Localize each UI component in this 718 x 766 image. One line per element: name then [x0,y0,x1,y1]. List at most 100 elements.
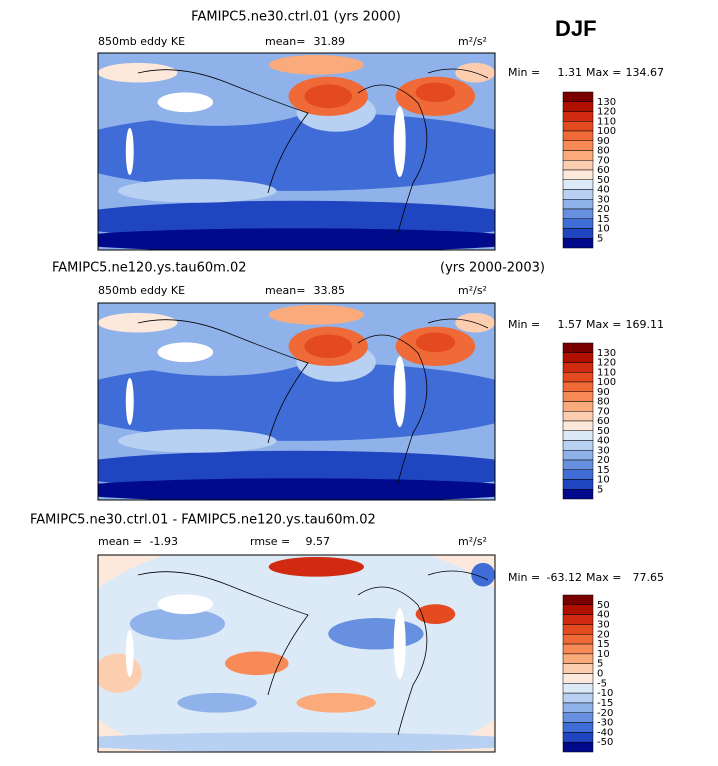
colorbar-label: 5 [597,484,603,495]
season-label: DJF [555,16,597,41]
colorbar-box [562,643,594,655]
map-region [177,692,257,713]
units: m²/s² [458,535,487,548]
masked-terrain [125,377,134,426]
colorbar-box [562,160,594,171]
colorbar-box [562,479,594,490]
coastline [137,570,489,736]
colorbar-label: -15 [597,698,613,709]
colorbar-label: -5 [597,678,607,689]
stat-value: -1.93 [150,535,178,548]
colorbar-box [562,381,594,392]
map-region [225,651,289,676]
masked-terrain [393,106,406,178]
map [97,302,496,501]
map-region [98,62,178,83]
colorbar-box [562,218,594,229]
colorbar-label: 30 [597,619,610,630]
colorbar-box [562,692,594,704]
colorbar-box [562,121,594,132]
colorbar-box [562,653,594,664]
colorbar-label: 20 [597,629,610,640]
map-region [471,562,495,587]
map-field [98,303,495,500]
map-region [268,304,364,325]
colorbar-label: 110 [597,116,616,127]
colorbar-label: 100 [597,377,616,388]
colorbar-label: 10 [597,475,610,486]
colorbar-label: 40 [597,610,610,621]
map-region [117,78,317,126]
units: m²/s² [458,35,487,48]
min-label: Min = [508,571,540,584]
panel-title: FAMIPC5.ne120.ys.tau60m.02 [52,261,247,276]
map-region [98,228,495,250]
colorbar-label: 90 [597,136,610,147]
colorbar-box [562,189,594,200]
colorbar-label: -40 [597,727,613,738]
colorbar-label: 5 [597,233,603,244]
coastline [137,68,489,234]
colorbar-box [562,459,594,470]
colorbar-box [562,614,594,625]
colorbar-label: 50 [597,600,610,611]
colorbar-box [562,372,594,383]
masked-terrain [393,608,406,680]
stat-value: 31.89 [314,35,346,48]
colorbar-box [562,130,594,141]
colorbar-box [562,352,594,363]
colorbar-box [562,440,594,451]
stat-value: 9.57 [306,535,331,548]
min-value: 1.57 [558,318,583,331]
map-region [98,653,142,693]
colorbar-label: -10 [597,688,613,699]
panel-title: FAMIPC5.ne30.ctrl.01 (yrs 2000) [191,10,401,25]
max-value: 134.67 [626,66,665,79]
colorbar-label: 60 [597,416,610,427]
units: m²/s² [458,284,487,297]
colorbar-box [562,604,594,615]
colorbar-box [562,732,594,743]
panel-title-right: (yrs 2000-2003) [440,261,545,276]
colorbar-label: 110 [597,367,616,378]
colorbar-label: 120 [597,358,616,369]
colorbar-box [562,450,594,461]
map-field [98,53,495,250]
colorbar-box [562,663,594,674]
colorbar-box [562,594,594,606]
colorbar-box [562,391,594,402]
colorbar-label: 15 [597,639,610,650]
colorbar-box [562,150,594,161]
min-label: Min = [508,66,540,79]
colorbar-label: 15 [597,214,610,225]
colorbar-label: 15 [597,465,610,476]
colorbar-label: 70 [597,155,610,166]
colorbar-box [562,489,594,500]
colorbar-label: 120 [597,107,616,118]
map-field [98,555,495,752]
coastline [137,318,489,484]
stat-label: mean= [265,284,305,297]
colorbar-label: 40 [597,436,610,447]
colorbar-box [562,101,594,112]
colorbar-box [562,673,594,684]
field-label: 850mb eddy KE [98,35,185,48]
masked-terrain [125,127,134,176]
colorbar-label: -20 [597,708,613,719]
map-region [98,732,495,752]
max-label: Max = [586,571,621,584]
max-label: Max = [586,66,621,79]
colorbar-label: 80 [597,146,610,157]
colorbar-label: 90 [597,387,610,398]
colorbar-label: 50 [597,175,610,186]
max-label: Max = [586,318,621,331]
min-label: Min = [508,318,540,331]
map-region [268,556,364,577]
map-region [117,328,317,376]
colorbar-box [562,712,594,723]
colorbar-box [562,430,594,441]
colorbar-label: 30 [597,445,610,456]
stat-label: rmse = [250,535,290,548]
masked-terrain [157,594,214,615]
